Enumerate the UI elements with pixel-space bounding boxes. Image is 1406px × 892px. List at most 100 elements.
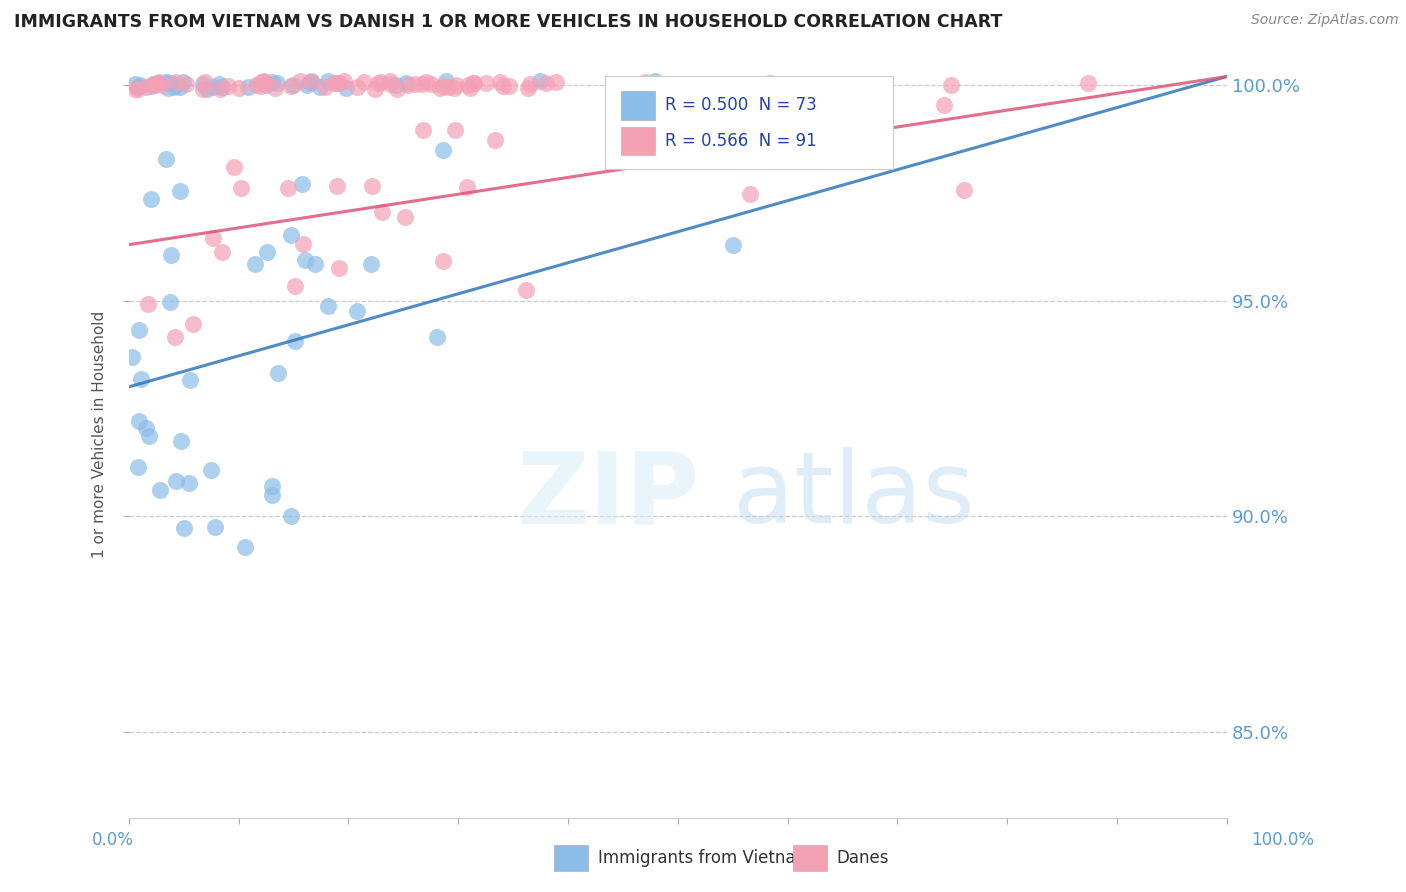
Point bbox=[941, 78, 963, 92]
Point bbox=[644, 74, 666, 88]
Text: 100.0%: 100.0% bbox=[1251, 831, 1315, 849]
Point bbox=[1077, 76, 1099, 90]
Point bbox=[432, 143, 454, 157]
Point bbox=[165, 75, 187, 89]
Point bbox=[177, 475, 200, 490]
Point bbox=[260, 479, 283, 493]
Point bbox=[304, 257, 326, 271]
Point bbox=[314, 80, 336, 95]
Point bbox=[277, 181, 299, 195]
Point bbox=[364, 82, 387, 96]
Point bbox=[202, 80, 225, 95]
Point bbox=[169, 80, 191, 95]
Point bbox=[461, 76, 484, 90]
Point bbox=[432, 78, 454, 93]
Point bbox=[444, 122, 467, 136]
Point bbox=[127, 80, 149, 95]
Point bbox=[138, 296, 160, 310]
Point bbox=[536, 76, 558, 90]
Point bbox=[436, 80, 458, 95]
Point bbox=[515, 283, 537, 297]
Point bbox=[316, 74, 339, 88]
Point bbox=[172, 75, 194, 89]
Point bbox=[181, 317, 204, 331]
Point bbox=[394, 210, 416, 224]
Point bbox=[360, 257, 382, 271]
Point bbox=[127, 82, 149, 96]
Point bbox=[208, 77, 231, 91]
Point bbox=[404, 77, 426, 91]
Point bbox=[367, 76, 389, 90]
Point bbox=[284, 279, 307, 293]
Point bbox=[254, 78, 277, 92]
Point bbox=[266, 76, 288, 90]
Point bbox=[256, 245, 278, 260]
Point bbox=[309, 80, 332, 95]
Point bbox=[142, 77, 165, 91]
Point bbox=[328, 260, 350, 275]
Point bbox=[456, 180, 478, 194]
Point bbox=[297, 78, 319, 92]
Point bbox=[284, 334, 307, 349]
Point bbox=[498, 79, 520, 94]
Point bbox=[195, 81, 218, 95]
Point bbox=[253, 75, 276, 89]
Point bbox=[411, 77, 433, 91]
Point bbox=[124, 77, 146, 91]
Point bbox=[173, 521, 195, 535]
Text: IMMIGRANTS FROM VIETNAM VS DANISH 1 OR MORE VEHICLES IN HOUSEHOLD CORRELATION CH: IMMIGRANTS FROM VIETNAM VS DANISH 1 OR M… bbox=[14, 13, 1002, 31]
Point bbox=[148, 76, 170, 90]
Text: R = 0.566  N = 91: R = 0.566 N = 91 bbox=[665, 132, 817, 150]
Point bbox=[211, 244, 233, 259]
Point bbox=[932, 98, 955, 112]
Point bbox=[463, 76, 485, 90]
Point bbox=[444, 78, 467, 92]
Text: ZIP: ZIP bbox=[517, 447, 700, 544]
Point bbox=[385, 78, 408, 92]
Point bbox=[370, 74, 392, 88]
Point bbox=[229, 181, 252, 195]
Text: R = 0.500  N = 73: R = 0.500 N = 73 bbox=[665, 96, 817, 114]
Point bbox=[432, 254, 454, 268]
Point bbox=[264, 80, 287, 95]
Point bbox=[160, 76, 183, 90]
Point bbox=[138, 429, 160, 443]
Point bbox=[228, 80, 250, 95]
Point bbox=[346, 304, 368, 318]
Point bbox=[160, 248, 183, 262]
Point bbox=[155, 76, 177, 90]
Point bbox=[299, 74, 322, 88]
Point bbox=[243, 257, 266, 271]
Text: atlas: atlas bbox=[733, 447, 974, 544]
Point bbox=[165, 78, 187, 93]
Point bbox=[516, 81, 538, 95]
Point bbox=[233, 540, 256, 554]
Point bbox=[489, 75, 512, 89]
Point bbox=[280, 227, 302, 242]
Point bbox=[745, 117, 768, 131]
Point bbox=[294, 252, 316, 267]
Point bbox=[544, 75, 567, 89]
Point bbox=[529, 74, 551, 88]
Point bbox=[699, 80, 721, 95]
Point bbox=[156, 81, 179, 95]
Point bbox=[283, 78, 305, 92]
Point bbox=[443, 81, 465, 95]
Point bbox=[245, 78, 267, 92]
Point bbox=[127, 460, 149, 475]
Point bbox=[135, 79, 157, 94]
Point bbox=[128, 323, 150, 337]
Point bbox=[262, 75, 284, 89]
Y-axis label: 1 or more Vehicles in Household: 1 or more Vehicles in Household bbox=[93, 310, 107, 558]
Point bbox=[333, 74, 356, 88]
Point bbox=[201, 230, 224, 244]
Point bbox=[325, 76, 347, 90]
Point bbox=[179, 373, 201, 387]
Point bbox=[395, 76, 418, 90]
Point bbox=[328, 76, 350, 90]
Point bbox=[121, 350, 143, 364]
Point bbox=[291, 177, 314, 191]
Point bbox=[323, 76, 346, 90]
Point bbox=[326, 179, 349, 194]
Point bbox=[385, 81, 408, 95]
